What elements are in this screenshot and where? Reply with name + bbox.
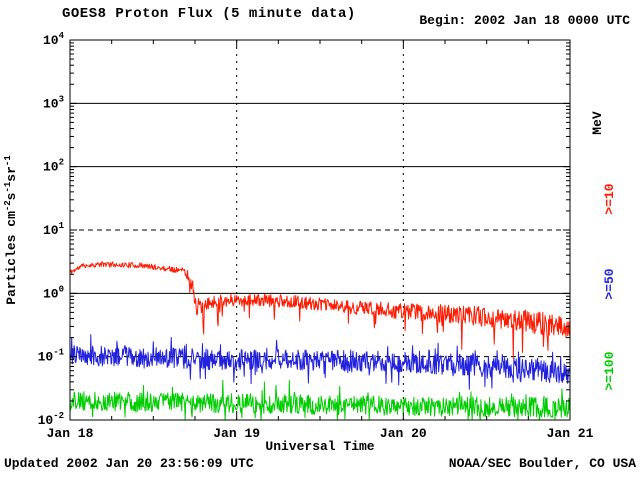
legend-ge50-mev: >=50 xyxy=(602,268,617,299)
y-tick-label: 100 xyxy=(43,284,64,301)
x-tick-label: Jan 21 xyxy=(547,426,594,441)
updated-timestamp: Updated 2002 Jan 20 23:56:09 UTC xyxy=(4,456,254,471)
y-axis-title: Particles cm-2s-1sr-1 xyxy=(3,155,19,305)
chart-title: GOES8 Proton Flux (5 minute data) xyxy=(62,6,356,22)
y-tick-label: 10-2 xyxy=(38,411,64,428)
x-tick-label: Jan 20 xyxy=(380,426,427,441)
y-tick-label: 102 xyxy=(43,158,64,175)
legend-ge10-mev: >=10 xyxy=(602,183,617,214)
series-10-mev xyxy=(70,261,570,359)
credit-label: NOAA/SEC Boulder, CO USA xyxy=(448,456,636,471)
axis-ticks xyxy=(69,39,571,421)
y-tick-label: 101 xyxy=(43,221,65,238)
x-tick-label: Jan 19 xyxy=(213,426,260,441)
legend-ge100-mev: >=100 xyxy=(602,351,617,390)
x-axis-label: Universal Time xyxy=(265,439,375,454)
series-100-mev xyxy=(70,379,570,420)
y-tick-label: 10-1 xyxy=(38,348,65,365)
gridlines xyxy=(70,40,570,420)
right-axis-title: MeV xyxy=(590,111,605,135)
series-50-mev xyxy=(70,334,570,390)
begin-timestamp: Begin: 2002 Jan 18 0000 UTC xyxy=(419,13,630,28)
y-tick-label: 104 xyxy=(43,31,65,48)
x-tick-label: Jan 18 xyxy=(47,426,94,441)
y-tick-label: 103 xyxy=(43,94,64,111)
